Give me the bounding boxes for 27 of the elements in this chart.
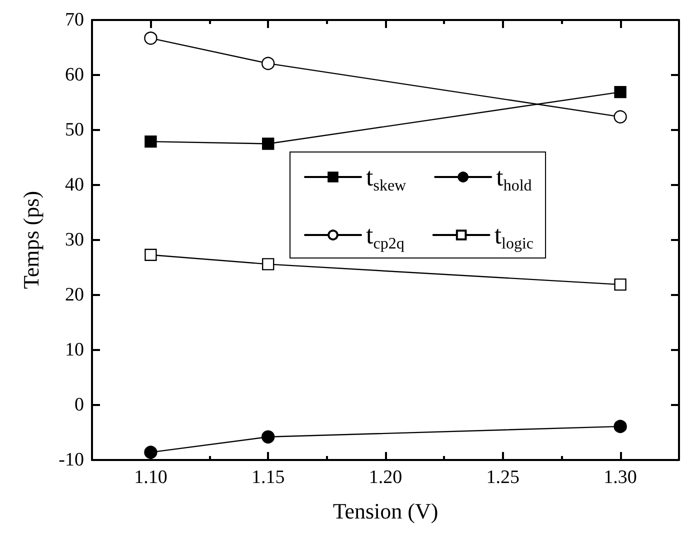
y-tick-label: 20 <box>65 284 84 306</box>
point <box>614 420 627 434</box>
y-tick-label: 70 <box>65 10 84 30</box>
point <box>614 86 626 98</box>
point <box>262 138 274 150</box>
point <box>144 135 157 148</box>
y-tick-label: 30 <box>65 230 84 250</box>
y-tick-label: 40 <box>65 174 84 196</box>
point <box>614 278 626 291</box>
point <box>262 430 275 444</box>
x-axis-title: Tension (V) <box>332 498 438 524</box>
point <box>144 32 158 45</box>
x-tick-label: 1.20 <box>368 467 402 488</box>
y-tick-label: 50 <box>65 120 84 140</box>
y-tick-label: -10 <box>58 450 84 470</box>
point <box>262 56 275 70</box>
point <box>614 110 627 124</box>
x-tick-label: 1.25 <box>486 467 520 488</box>
x-tick-label: 1.30 <box>604 467 637 488</box>
y-tick-label: 10 <box>65 340 84 360</box>
point <box>144 248 157 261</box>
x-tick-label: 1.10 <box>134 467 168 488</box>
y-tick-label: 0 <box>74 394 84 416</box>
y-axis-title: Temps (ps) <box>18 190 44 290</box>
x-tick-label: 1.15 <box>251 467 285 488</box>
point <box>262 258 274 270</box>
y-tick-label: 60 <box>65 64 84 86</box>
